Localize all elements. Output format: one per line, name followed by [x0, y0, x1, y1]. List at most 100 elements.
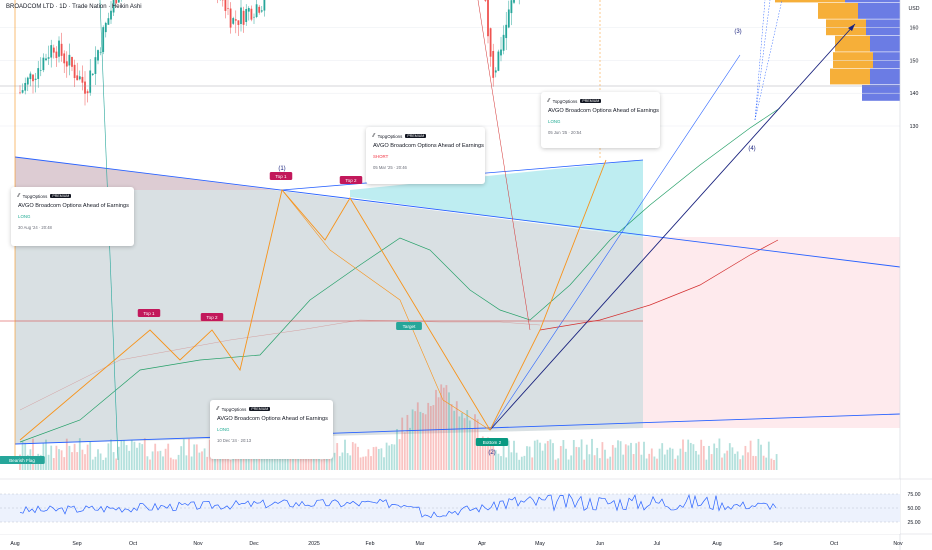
volume-profile-bar	[830, 68, 870, 85]
volume-bar	[713, 443, 716, 470]
candle-body	[255, 4, 258, 17]
volume-bar	[749, 440, 752, 470]
idea-date: 05 Mar '25 · 20:46	[373, 165, 407, 170]
volume-bar	[94, 456, 97, 470]
volume-bar	[513, 440, 515, 470]
volume-bar	[305, 454, 307, 470]
volume-bar	[97, 449, 99, 470]
idea-card-1[interactable]: ⁄⁄ TopgOptions PREMIUM AVGO Broadcom Optio…	[11, 187, 134, 246]
volume-bar	[437, 397, 440, 470]
volume-bar	[515, 452, 518, 470]
x-tick-label: 2025	[308, 541, 320, 547]
candle-body	[73, 64, 76, 79]
volume-bar	[718, 438, 721, 470]
x-tick-label: May	[535, 541, 545, 547]
idea-card-4[interactable]: ⁄⁄ TopgOptions PREMIUM AVGO Broadcom Optio…	[541, 92, 660, 148]
volume-bar	[637, 441, 640, 470]
logo-icon: ⁄⁄	[373, 133, 375, 139]
volume-bar	[146, 456, 149, 470]
volume-bar	[406, 414, 409, 470]
flag-label-bg	[0, 456, 45, 464]
volume-bar	[55, 445, 58, 470]
volume-bar	[687, 439, 690, 470]
volume-bar	[263, 448, 266, 470]
candle-body	[227, 8, 229, 9]
candle-body	[24, 82, 27, 91]
volume-bar	[401, 417, 404, 470]
volume-bar	[580, 439, 583, 470]
idea-brand: TopgOptions	[552, 98, 578, 104]
volume-bar	[492, 441, 495, 470]
volume-bar	[458, 416, 461, 470]
volume-bar	[156, 451, 159, 470]
volume-bar	[427, 402, 430, 470]
candle-body	[94, 57, 97, 74]
volume-bar	[669, 447, 671, 470]
top1-left-label: Top 1	[143, 311, 155, 316]
volume-bar	[320, 459, 323, 470]
volume-bar	[728, 443, 731, 470]
volume-bar	[143, 438, 146, 470]
volume-bar	[671, 448, 674, 470]
idea-card-3[interactable]: ⁄⁄ TopgOptions PREMIUM AVGO Broadcom Optio…	[210, 400, 333, 459]
idea-title: AVGO Broadcom Options Ahead of Earnings	[373, 143, 484, 149]
volume-bar	[182, 439, 185, 470]
wave-3-label: (3)	[734, 29, 741, 35]
top2-left-label: Top 2	[206, 315, 218, 320]
premium-badge: PREMIUM	[405, 134, 427, 138]
volume-bar	[588, 454, 591, 470]
volume-bar	[474, 414, 476, 470]
candle-body	[89, 70, 92, 93]
chart-title: BROADCOM LTD · 1D · Trade Nation · Heiki…	[6, 4, 142, 10]
volume-bar	[102, 459, 105, 470]
volume-bar	[357, 446, 359, 470]
volume-bar	[255, 452, 258, 470]
candle-body	[224, 0, 227, 11]
volume-bar	[338, 456, 341, 470]
volume-bar	[510, 452, 513, 470]
breakout-fill	[350, 160, 643, 237]
x-tick-label: Aug	[10, 541, 19, 547]
volume-bar	[606, 458, 609, 470]
volume-bar	[598, 458, 601, 470]
logo-icon: ⁄⁄	[548, 98, 550, 104]
candle-body	[229, 8, 232, 28]
volume-bar	[500, 456, 502, 470]
y-tick-label: 160	[910, 26, 919, 32]
volume-bar	[679, 448, 682, 470]
top1-left-label-bg	[137, 309, 161, 317]
wave-line	[489, 54, 741, 431]
volume-bar	[224, 455, 227, 470]
idea-title: AVGO Broadcom Options Ahead of Earnings	[18, 203, 129, 209]
idea-date: 10 Dec '24 · 20:13	[217, 438, 252, 443]
volume-bar	[705, 459, 708, 470]
candle-body	[58, 40, 60, 57]
candle-body	[110, 10, 112, 20]
volume-bar	[32, 438, 34, 470]
volume-bar	[445, 385, 448, 470]
volume-bar	[554, 459, 557, 470]
volume-profile-bar	[862, 85, 900, 101]
volume-bar	[697, 454, 700, 470]
volume-bar	[572, 440, 575, 470]
fan-line	[754, 0, 783, 121]
volume-bar	[440, 384, 443, 470]
x-tick-label: Mar	[416, 541, 425, 547]
volume-bar	[419, 411, 422, 470]
top1-right-label: Top 1	[275, 174, 287, 179]
volume-profile-bar	[818, 3, 858, 19]
volume-bar	[260, 450, 263, 470]
volume-bar	[198, 452, 201, 470]
volume-bar	[372, 447, 375, 470]
top1-right-label-bg	[269, 172, 293, 180]
volume-bar	[81, 449, 84, 470]
volume-bar	[624, 444, 627, 470]
volume-bar	[58, 449, 60, 470]
volume-bar	[211, 458, 214, 470]
volume-profile-bar	[833, 52, 873, 68]
x-tick-label: Sep	[72, 541, 81, 547]
idea-card-2[interactable]: ⁄⁄ TopgOptions PREMIUM AVGO Broadcom Optio…	[366, 127, 485, 184]
volume-bar	[362, 456, 365, 470]
volume-bar	[723, 453, 726, 470]
